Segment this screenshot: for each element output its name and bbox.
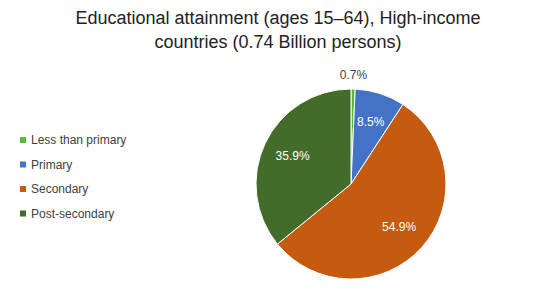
data-labels: 0.7% 8.5% 54.9% 35.9% — [276, 68, 417, 234]
title-line: Educational attainment (ages 15–64), Hig… — [75, 8, 480, 28]
legend-swatch — [20, 137, 26, 143]
data-label: 8.5% — [357, 115, 385, 129]
title-line: countries (0.74 Billion persons) — [154, 32, 401, 52]
chart: Educational attainment (ages 15–64), Hig… — [0, 0, 556, 297]
background — [0, 0, 556, 297]
title: Educational attainment (ages 15–64), Hig… — [75, 8, 480, 52]
data-label: 35.9% — [276, 149, 310, 163]
pie — [256, 89, 446, 279]
legend-label: Less than primary — [31, 133, 126, 147]
legend-label: Secondary — [31, 182, 88, 196]
pie-slice — [256, 89, 351, 244]
legend: Less than primary Primary Secondary Post-se… — [20, 133, 126, 221]
legend-label: Primary — [31, 158, 72, 172]
legend-swatch — [20, 162, 26, 168]
legend-label: Post-secondary — [31, 207, 114, 221]
legend-swatch — [20, 186, 26, 192]
legend-swatch — [20, 211, 26, 217]
data-label: 0.7% — [340, 68, 368, 82]
data-label: 54.9% — [382, 220, 416, 234]
